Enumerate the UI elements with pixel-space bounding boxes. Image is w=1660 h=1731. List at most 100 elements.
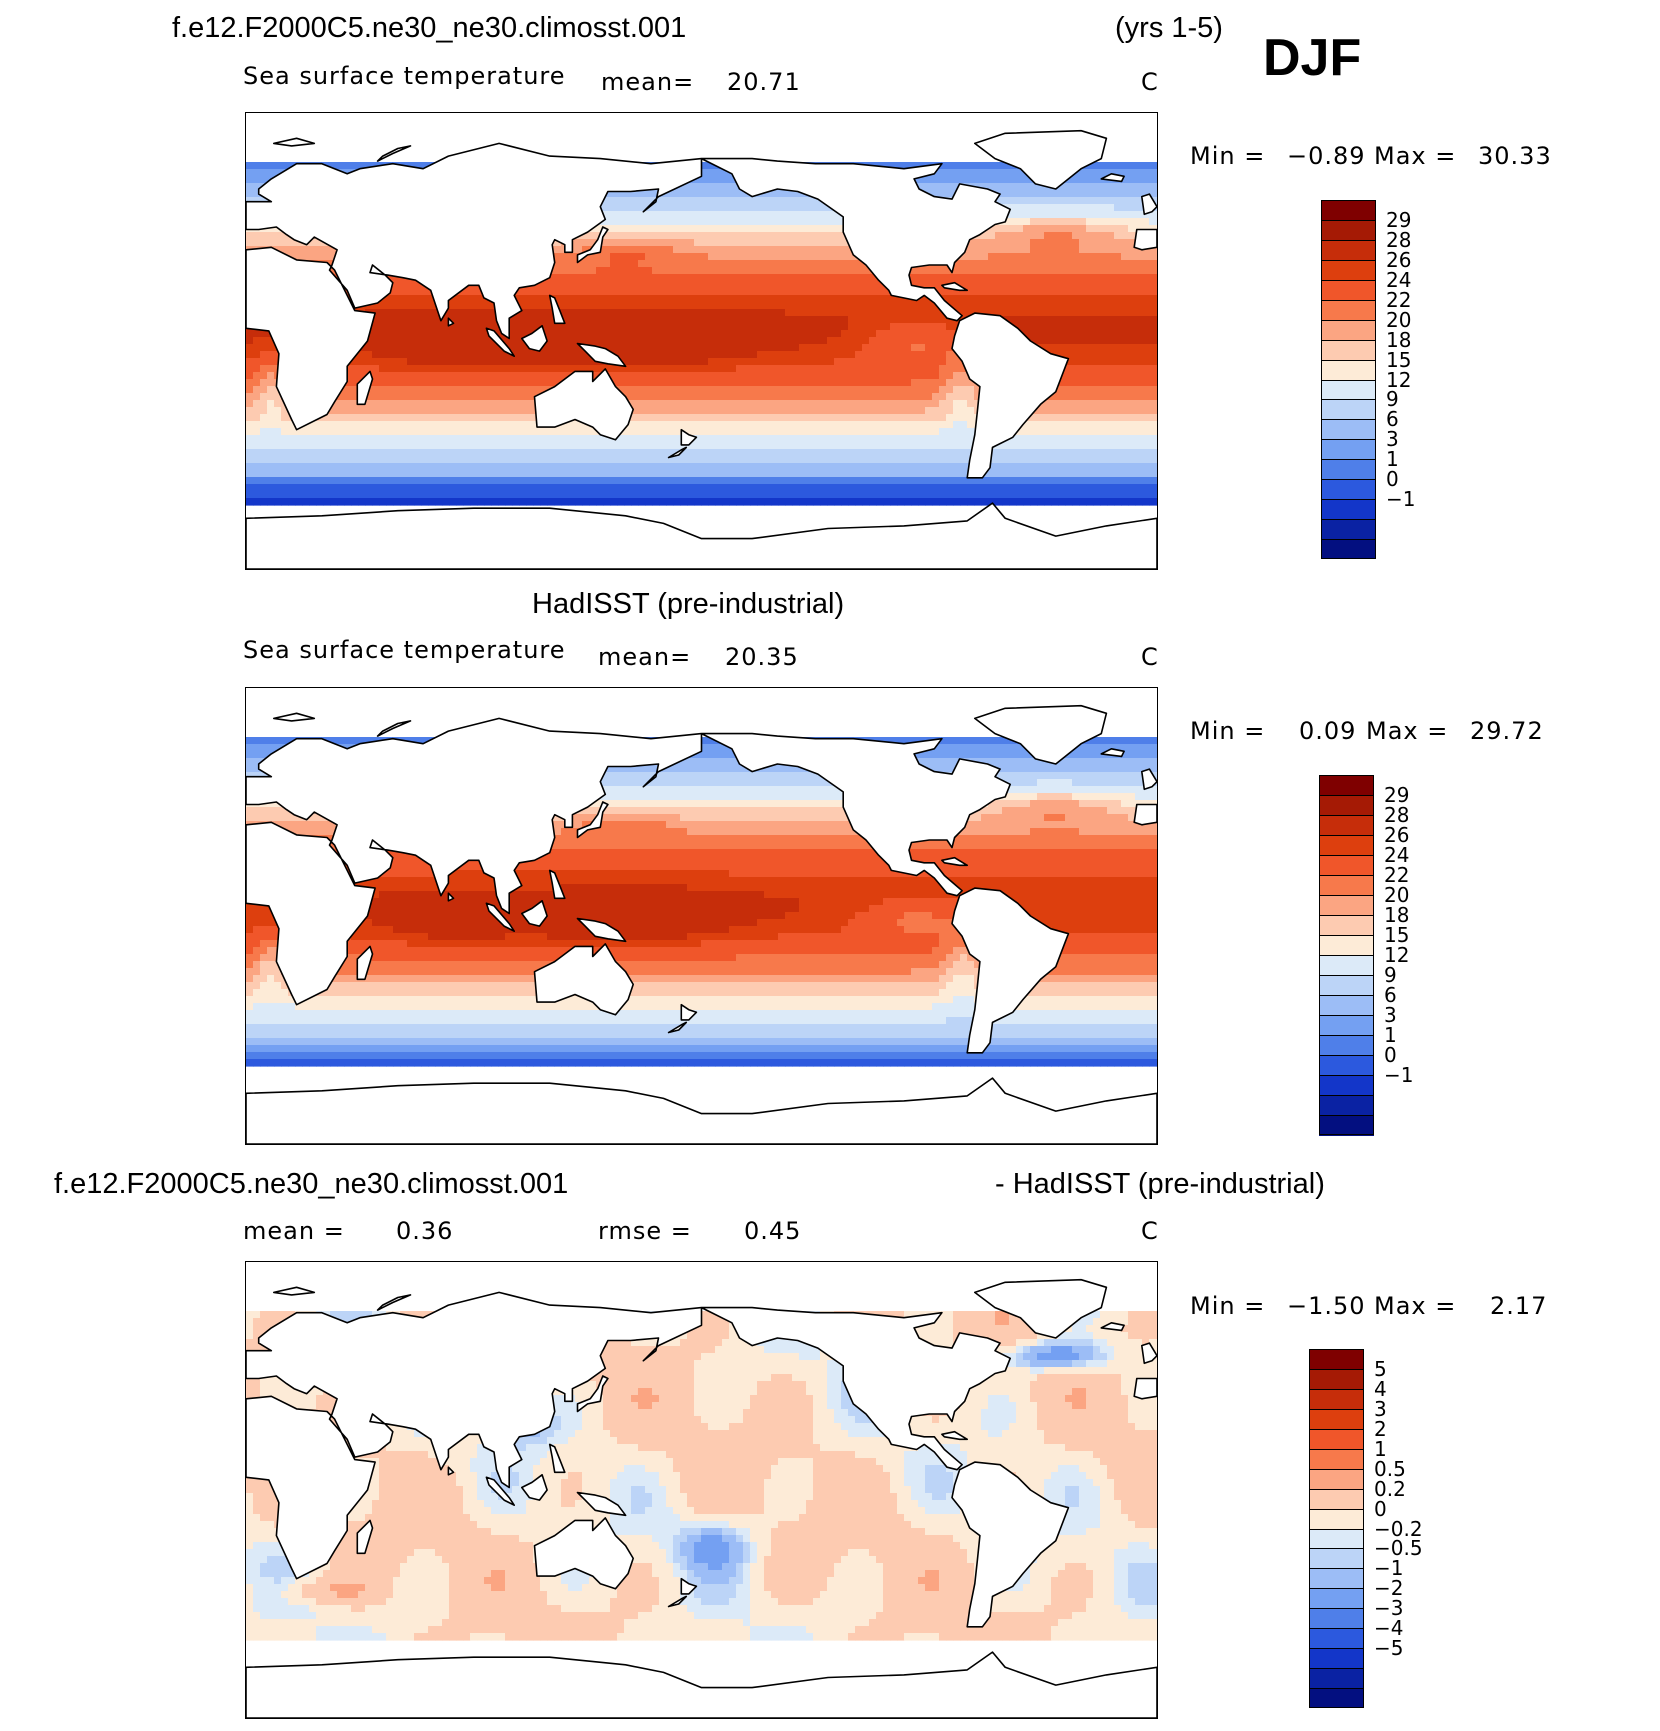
colorbar-swatch [1309,1668,1364,1689]
colorbar-swatch [1309,1608,1364,1629]
panel1-map-svg [246,129,1157,569]
colorbar-tick-label: −3 [1374,1596,1404,1621]
colorbar-tick-label: 1 [1374,1436,1387,1461]
colorbar-tick-label: 29 [1384,783,1410,807]
panel1-colorbar: 29 28 26 24 22 20 18 15 12 9 6 3 1 0 −1 [1321,200,1415,560]
colorbar-swatch [1319,915,1374,936]
panel3-mean-label: mean = [243,1217,345,1245]
colorbar-tick-label: 28 [1386,227,1412,252]
colorbar-tick-label: 12 [1386,367,1412,392]
colorbar-tick-label: −1 [1384,1063,1414,1087]
panel1-min-value: −0.89 [1287,142,1366,170]
panel2-min-label: Min = [1190,717,1266,745]
colorbar-swatch [1309,1428,1364,1450]
colorbar-swatch [1319,895,1374,916]
colorbar-swatch [1319,875,1374,896]
colorbar-tick-label: 9 [1384,963,1397,987]
colorbar-swatch [1309,1388,1364,1410]
colorbar-tick-label: 12 [1384,943,1410,967]
panel2-map [245,687,1158,1145]
colorbar-tick-label: 2 [1374,1416,1387,1441]
colorbar-swatch [1321,459,1376,480]
colorbar-swatch [1321,499,1376,520]
panel3-units: C [1141,1217,1159,1245]
colorbar-swatch [1309,1488,1364,1510]
colorbar-tick-label: 1 [1386,447,1399,472]
panel1-max-value: 30.33 [1478,142,1552,170]
panel1-units: C [1141,68,1159,96]
panel2-max-label: Max = [1366,717,1449,745]
panel1-mean-value: 20.71 [727,68,801,96]
colorbar-swatch [1319,835,1374,856]
colorbar-swatch [1309,1548,1364,1569]
colorbar-swatch [1309,1468,1364,1490]
panel3-rmse-label: rmse = [598,1217,692,1245]
panel2-mean-value: 20.35 [725,643,799,671]
panel2-title: HadISST (pre-industrial) [532,588,845,620]
colorbar-swatch [1319,975,1374,996]
colorbar-tick-label: 0 [1374,1496,1387,1521]
years-label: (yrs 1-5) [1115,12,1223,44]
panel1-max-label: Max = [1374,142,1457,170]
colorbar-tick-label: 4 [1374,1376,1387,1401]
colorbar-tick-label: −5 [1374,1636,1404,1661]
colorbar-swatch [1321,359,1376,380]
panel3-mean-value: 0.36 [396,1217,454,1245]
colorbar-tick-label: 22 [1384,863,1410,887]
colorbar-swatch [1321,239,1376,261]
colorbar-swatch [1319,815,1374,836]
panel2-max-value: 29.72 [1470,717,1544,745]
colorbar-swatch [1321,279,1376,301]
colorbar-tick-label: 3 [1374,1396,1387,1421]
panel2-units: C [1141,643,1159,671]
colorbar-swatch [1321,519,1376,540]
colorbar-tick-label: 6 [1384,983,1397,1007]
colorbar-swatch [1321,539,1376,560]
colorbar-swatch [1321,259,1376,281]
colorbar-tick-label: 18 [1384,903,1410,927]
continent-outlines [246,704,1157,1144]
colorbar-tick-label: 28 [1384,803,1410,827]
panel3-title-right: - HadISST (pre-industrial) [995,1168,1325,1200]
colorbar-swatch [1319,1055,1374,1076]
colorbar-swatch [1321,339,1376,361]
panel1-min-label: Min = [1190,142,1266,170]
panel1-variable-label: Sea surface temperature [243,62,566,90]
colorbar-swatch [1321,379,1376,400]
colorbar-swatch [1309,1628,1364,1649]
colorbar-swatch [1309,1688,1364,1709]
panel3-min-value: −1.50 [1287,1292,1366,1320]
colorbar-tick-label: 3 [1384,1003,1397,1027]
colorbar-tick-label: 0 [1386,467,1399,492]
colorbar-swatch [1321,299,1376,321]
colorbar-swatch [1309,1408,1364,1430]
colorbar-frame [1309,1349,1364,1708]
colorbar-swatch [1309,1568,1364,1589]
colorbar-tick-label: 1 [1384,1023,1397,1047]
panel3-title-left: f.e12.F2000C5.ne30_ne30.climosst.001 [54,1168,569,1200]
colorbar-tick-label: 29 [1386,207,1412,232]
panel3-rmse-value: 0.45 [744,1217,802,1245]
panel2-mean-label: mean= [598,643,692,671]
colorbar-tick-label: 6 [1386,407,1399,432]
colorbar-swatch [1321,439,1376,460]
case-name-title: f.e12.F2000C5.ne30_ne30.climosst.001 [172,12,687,44]
colorbar-swatch [1319,935,1374,956]
colorbar-swatch [1321,479,1376,500]
colorbar-tick-label: 0 [1384,1043,1397,1067]
colorbar-tick-label: 5 [1374,1356,1387,1381]
colorbar-swatch [1309,1588,1364,1609]
colorbar-tick-label: 3 [1386,427,1399,452]
colorbar-swatch [1319,1035,1374,1056]
colorbar-swatch [1321,319,1376,341]
colorbar-tick-label: 20 [1384,883,1410,907]
panel2-min-value: 0.09 [1299,717,1357,745]
panel3-map [245,1261,1158,1719]
colorbar-tick-label: 0.5 [1374,1456,1406,1481]
colorbar-swatch [1309,1648,1364,1669]
colorbar-swatch [1319,1115,1374,1136]
colorbar-tick-label: 20 [1386,307,1412,332]
panel1-mean-label: mean= [601,68,695,96]
colorbar-swatch [1321,419,1376,440]
colorbar-tick-label: 0.2 [1374,1476,1406,1501]
